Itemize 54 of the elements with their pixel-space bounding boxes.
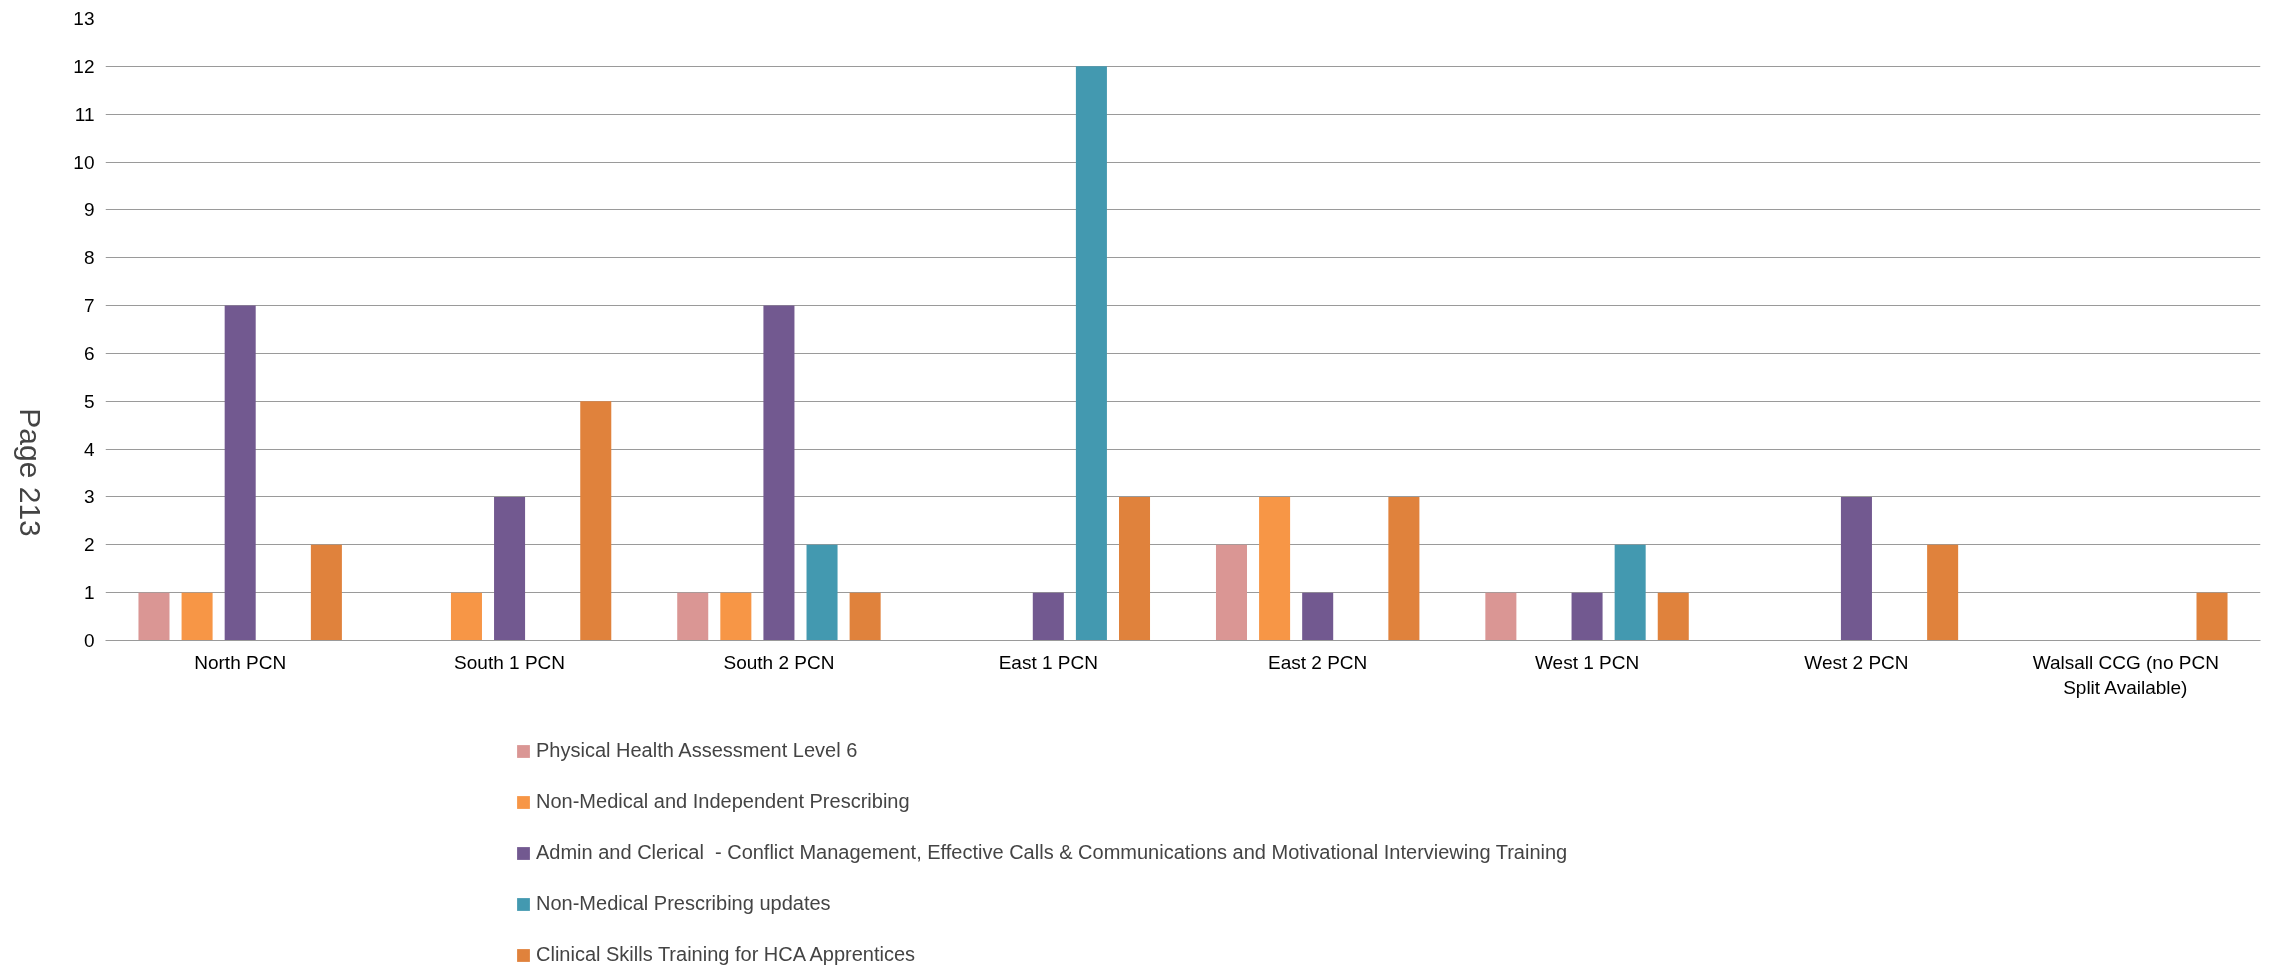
- x-tick-label: West 1 PCN: [1534, 651, 1640, 673]
- y-tick-label: 3: [83, 486, 95, 508]
- bar: [763, 305, 795, 641]
- bar: [1302, 592, 1334, 641]
- bar: [224, 305, 256, 641]
- legend-label: Non-Medical and Independent Prescribing: [536, 790, 910, 813]
- y-tick-label: 11: [74, 103, 95, 125]
- bar: [677, 592, 709, 641]
- bar: [580, 401, 612, 641]
- bar: [1215, 544, 1247, 641]
- bar: [1840, 496, 1872, 641]
- bar: [310, 544, 342, 641]
- y-tick-label: 2: [83, 534, 95, 556]
- bar: [806, 544, 838, 641]
- y-tick-label: 4: [83, 438, 95, 460]
- y-tick-label: 0: [83, 630, 95, 651]
- x-tick-label: North PCN: [194, 651, 287, 673]
- bar: [1075, 66, 1107, 641]
- y-tick-label: 13: [73, 8, 95, 29]
- bar: [849, 592, 881, 641]
- x-tick-label: Walsall CCG (no PCN Split Available): [2032, 651, 2219, 698]
- x-tick-label: East 2 PCN: [1268, 651, 1368, 673]
- x-tick-label: South 1 PCN: [454, 651, 566, 673]
- bar: [181, 592, 213, 641]
- bar: [1657, 592, 1689, 641]
- legend-label: Physical Health Assessment Level 6: [536, 739, 858, 762]
- bar: [1388, 496, 1420, 641]
- legend-label: Clinical Skills Training for HCA Apprentices: [536, 943, 916, 966]
- bar: [1485, 592, 1517, 641]
- bar: [138, 592, 170, 641]
- bar: [1259, 496, 1291, 641]
- x-tick-label: South 2 PCN: [723, 651, 835, 673]
- legend-label: Admin and Clerical - Conflict Management, Effective Calls & Communications and Motivational Interviewing Training: [536, 841, 1568, 864]
- bar: [1614, 544, 1646, 641]
- y-tick-label: 10: [73, 151, 95, 173]
- y-tick-label: 8: [83, 247, 95, 269]
- bar: [494, 496, 526, 641]
- y-tick-label: 7: [83, 295, 95, 317]
- bar: [1032, 592, 1064, 641]
- y-tick-label: 12: [73, 55, 95, 77]
- x-tick-label: West 2 PCN: [1804, 651, 1909, 673]
- bar: [1571, 592, 1603, 641]
- x-tick-label: East 1 PCN: [998, 651, 1098, 673]
- bar: [720, 592, 752, 641]
- y-tick-label: 1: [83, 582, 95, 604]
- y-tick-label: 9: [83, 199, 95, 221]
- bar: [450, 592, 482, 641]
- bar: [1119, 496, 1151, 641]
- bar: [1927, 544, 1959, 641]
- text: Page 213: [14, 408, 47, 537]
- legend-label: Non-Medical Prescribing updates: [536, 892, 831, 915]
- bar: [2196, 592, 2228, 641]
- y-tick-label: 6: [83, 342, 95, 364]
- y-tick-label: 5: [83, 390, 95, 412]
